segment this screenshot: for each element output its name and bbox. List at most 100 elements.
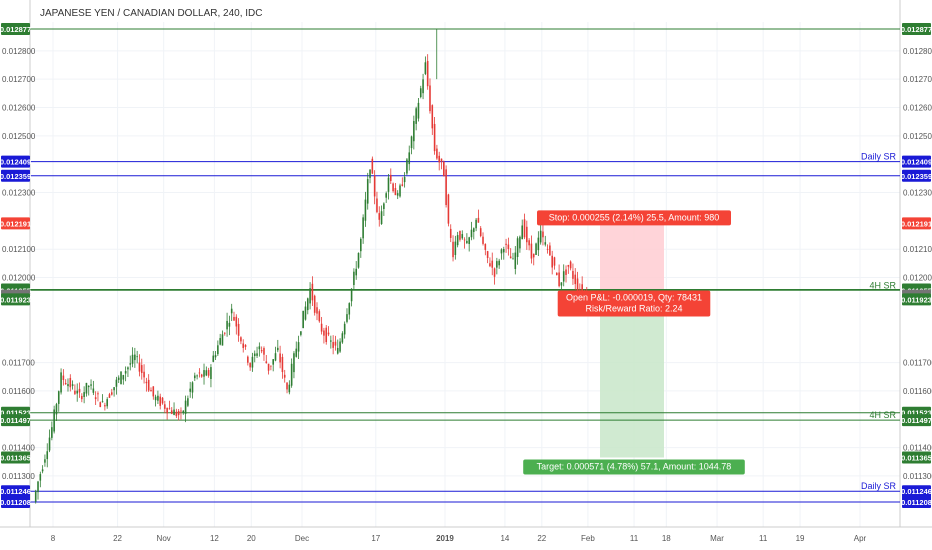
y-tick-label-left: 0.012300 [2, 189, 36, 198]
candle-body [387, 177, 390, 192]
candle-body [479, 228, 482, 236]
candle-body [523, 219, 526, 238]
candle-body [106, 399, 108, 407]
candle-body [399, 185, 401, 197]
candle-body [558, 272, 560, 287]
candle-body [34, 490, 37, 502]
x-tick-label: 2019 [436, 534, 454, 543]
candle-body [436, 148, 438, 159]
candle-body [182, 410, 185, 413]
candle-body [526, 226, 528, 243]
candle-body [74, 390, 76, 394]
candle-body [355, 268, 358, 276]
stop-badge-left-bg [1, 217, 30, 230]
level-badge-left: 0.012877 [0, 25, 31, 34]
grid [0, 0, 932, 528]
candle-body [463, 239, 466, 241]
y-tick-label-left: 0.012800 [2, 47, 36, 56]
candle-body [311, 283, 314, 301]
y-tick-label-left: 0.011400 [2, 444, 35, 453]
candle-body [194, 375, 196, 379]
level-badge-right: 0.012877 [901, 25, 932, 34]
y-tick-label-right: 0.011400 [903, 444, 932, 453]
candle-body [581, 284, 583, 296]
candle-body [306, 298, 309, 311]
candle-body [330, 340, 332, 342]
candle-body [300, 331, 302, 335]
y-tick-label-left: 0.011300 [2, 472, 35, 481]
x-tick-label: 22 [113, 534, 122, 543]
candle-body [419, 88, 422, 98]
candle-body [392, 183, 394, 192]
candle-body [104, 405, 106, 407]
candle-body [97, 393, 99, 395]
candle-body [364, 199, 367, 221]
candle-body [101, 401, 104, 403]
level-badge-right: 0.011246 [901, 487, 932, 496]
candle-body [191, 382, 194, 393]
candle-body [290, 363, 293, 386]
candle-body [313, 295, 316, 313]
candle-body [131, 354, 134, 364]
candle-body [189, 388, 191, 392]
candle-body [295, 348, 298, 357]
candle-body [168, 408, 171, 410]
y-tick-label-left: 0.011600 [2, 387, 35, 396]
candle-body [110, 392, 113, 395]
x-axis: 8 22 Nov 12 20 Dec 17 2019 14 22 Feb 11 18 Mar 11 19 Apr [51, 534, 867, 543]
candle-body [396, 193, 399, 196]
candle-body [247, 356, 249, 363]
candle-body [71, 384, 74, 386]
candle-body [53, 409, 55, 432]
candle-body [327, 332, 330, 335]
x-tick-label: 22 [537, 534, 546, 543]
candle-body [309, 288, 311, 304]
candle-body [433, 123, 436, 152]
candle-body [283, 374, 286, 378]
level-badge-right-bg [902, 496, 931, 508]
candle-body [576, 278, 579, 291]
candle-body [150, 390, 152, 392]
candle-body [385, 193, 387, 198]
candle-body [343, 323, 346, 335]
candle-body [152, 386, 155, 397]
candle-body [521, 225, 524, 240]
x-tick-label: Apr [854, 534, 867, 543]
candle-body [57, 391, 60, 404]
candle-body [431, 105, 434, 129]
candle-body [304, 306, 307, 320]
candle-body [325, 327, 328, 342]
stop-badge-right: 0.012191 [901, 219, 932, 228]
level-badge-right: 0.011523 [901, 409, 932, 418]
candle-body [251, 356, 254, 368]
candle-body [332, 342, 334, 348]
candle-body [81, 395, 83, 400]
candle-body [203, 370, 205, 377]
candle-body [371, 158, 374, 174]
y-tick-label-right: 0.012300 [903, 189, 932, 198]
candle-body [542, 231, 544, 238]
candle-body [401, 184, 404, 186]
level-badge-left-bg [1, 155, 30, 168]
candle-body [143, 371, 145, 378]
level-badge-right: 0.011497 [901, 416, 932, 425]
level-badge-left-bg [1, 169, 30, 182]
y-tick-label-left: 0.012600 [2, 104, 36, 113]
level-badge-left: 0.011497 [0, 416, 31, 425]
candle-body [403, 177, 406, 183]
entry2-badge-left-bg [1, 293, 30, 306]
candle-body [413, 121, 415, 142]
y-tick-label-right: 0.012800 [903, 47, 932, 56]
candle-body [346, 314, 348, 322]
candle-body [83, 392, 85, 397]
level-badge-right-bg [902, 414, 931, 427]
candle-body [532, 253, 535, 258]
candle-body [380, 211, 383, 225]
candle-body [429, 85, 431, 112]
candle-body [424, 62, 427, 74]
candle-body [383, 203, 385, 210]
candle-body [360, 238, 362, 252]
price-series [34, 29, 588, 504]
